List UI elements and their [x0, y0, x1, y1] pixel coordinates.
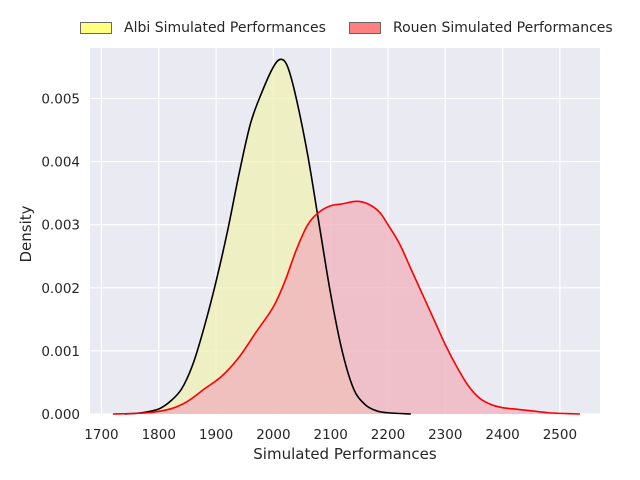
- x-axis-label: Simulated Performances: [253, 445, 437, 463]
- x-tick-label: 2200: [371, 427, 405, 443]
- legend: Albi Simulated Performances Rouen Simula…: [0, 20, 640, 40]
- density-line-albi: [124, 58, 411, 415]
- density-lines: [112, 58, 580, 415]
- y-tick-label: 0.005: [41, 91, 80, 107]
- y-tick-label: 0.001: [41, 344, 80, 360]
- x-tick-label: 1800: [142, 427, 176, 443]
- y-tick-label: 0.004: [41, 155, 80, 171]
- x-tick-label: 2300: [428, 427, 462, 443]
- x-tick-label: 2500: [543, 427, 577, 443]
- y-tick-label: 0.002: [41, 281, 80, 297]
- y-tick-labels: 0.000 0.001 0.002 0.003 0.004 0.005: [41, 91, 80, 423]
- x-tick-label: 2100: [313, 427, 347, 443]
- x-tick-labels: 1700 1800 1900 2000 2100 2200 2300 2400 2500: [84, 427, 577, 443]
- legend-item-albi: Albi Simulated Performances: [80, 20, 326, 36]
- legend-label-rouen: Rouen Simulated Performances: [393, 20, 613, 36]
- density-area-albi: [124, 59, 411, 415]
- x-tick-label: 2400: [485, 427, 519, 443]
- x-tick-label: 1700: [84, 427, 118, 443]
- density-areas: [112, 59, 580, 415]
- density-area-rouen: [112, 201, 580, 414]
- legend-swatch-albi: [80, 22, 112, 34]
- y-axis-label: Density: [17, 205, 35, 262]
- legend-item-rouen: Rouen Simulated Performances: [349, 20, 613, 36]
- legend-label-albi: Albi Simulated Performances: [124, 20, 326, 36]
- x-tick-label: 2000: [256, 427, 290, 443]
- x-tick-label: 1900: [199, 427, 233, 443]
- y-tick-label: 0.000: [41, 407, 80, 423]
- density-line-rouen: [112, 200, 580, 415]
- y-tick-label: 0.003: [41, 218, 80, 234]
- legend-swatch-rouen: [349, 22, 381, 34]
